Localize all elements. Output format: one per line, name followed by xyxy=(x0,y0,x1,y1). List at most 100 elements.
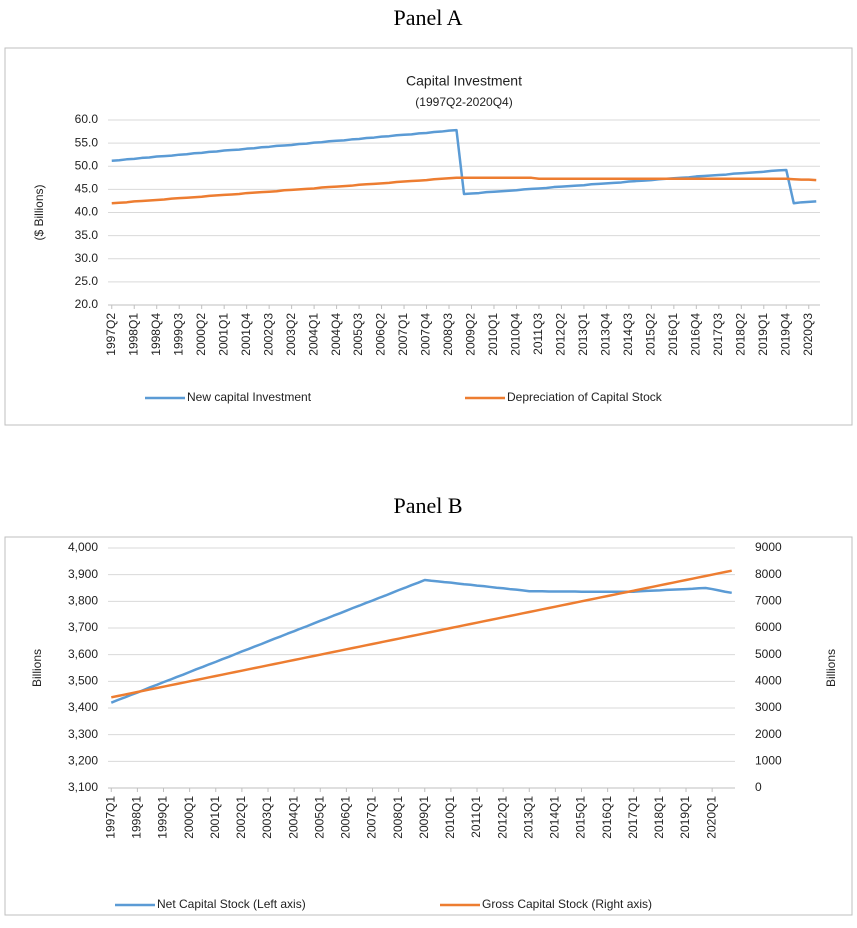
y-tick-label: 3,700 xyxy=(68,620,98,634)
x-tick-label: 2016Q1 xyxy=(600,796,614,839)
x-tick-label: 2019Q1 xyxy=(756,313,770,356)
x-tick-label: 2004Q4 xyxy=(329,313,343,356)
x-tick-label: 2009Q2 xyxy=(464,313,478,356)
y-tick-label: 25.0 xyxy=(75,274,99,288)
y-tick-label: 3,900 xyxy=(68,567,98,581)
y2-axis-label: Billions xyxy=(824,649,838,687)
y-tick-label: 3,300 xyxy=(68,727,98,741)
x-tick-label: 2012Q2 xyxy=(554,313,568,356)
y-tick-label: 20.0 xyxy=(75,297,99,311)
x-tick-label: 2014Q1 xyxy=(548,796,562,839)
y-tick-label: 30.0 xyxy=(75,251,99,265)
y-tick-label: 3,500 xyxy=(68,674,98,688)
x-tick-label: 2005Q3 xyxy=(351,313,365,356)
y-tick-label: 45.0 xyxy=(75,182,99,196)
y2-tick-label: 2000 xyxy=(755,727,782,741)
x-tick-label: 1999Q1 xyxy=(156,796,170,839)
x-tick-label: 2020Q1 xyxy=(704,796,718,839)
x-tick-label: 2012Q1 xyxy=(495,796,509,839)
x-tick-label: 2016Q1 xyxy=(666,313,680,356)
x-tick-label: 1998Q1 xyxy=(130,796,144,839)
x-tick-label: 2010Q1 xyxy=(443,796,457,839)
x-tick-label: 2010Q4 xyxy=(509,313,523,356)
x-tick-label: 2019Q4 xyxy=(778,313,792,356)
legend-label: Net Capital Stock (Left axis) xyxy=(157,897,306,911)
x-tick-label: 2002Q3 xyxy=(261,313,275,356)
legend-label: Depreciation of Capital Stock xyxy=(507,390,663,404)
panel-label: Panel A xyxy=(393,5,462,30)
x-tick-label: 1997Q1 xyxy=(103,796,117,839)
chart-frame xyxy=(4,536,853,916)
x-tick-label: 2008Q1 xyxy=(391,796,405,839)
series-line xyxy=(111,569,732,699)
x-tick-label: 2008Q3 xyxy=(441,313,455,356)
y-axis-label: Billions xyxy=(30,649,44,687)
chart-frame xyxy=(4,47,853,426)
y-tick-label: 3,100 xyxy=(68,780,98,794)
x-tick-label: 2006Q1 xyxy=(339,796,353,839)
x-tick-label: 2018Q2 xyxy=(733,313,747,356)
y-tick-label: 60.0 xyxy=(75,112,99,126)
y2-tick-label: 5000 xyxy=(755,647,782,661)
x-tick-label: 2009Q1 xyxy=(417,796,431,839)
x-tick-label: 1998Q1 xyxy=(126,313,140,356)
y-tick-label: 4,000 xyxy=(68,540,98,554)
x-tick-label: 2003Q2 xyxy=(284,313,298,356)
x-tick-label: 2020Q3 xyxy=(801,313,815,356)
y-tick-label: 55.0 xyxy=(75,135,99,149)
x-tick-label: 2013Q1 xyxy=(576,313,590,356)
x-tick-label: 2010Q1 xyxy=(486,313,500,356)
x-tick-label: 2017Q3 xyxy=(711,313,725,356)
x-tick-label: 2011Q3 xyxy=(531,313,545,355)
x-tick-label: 2019Q1 xyxy=(678,796,692,839)
y2-tick-label: 9000 xyxy=(755,540,782,554)
x-tick-label: 2004Q1 xyxy=(306,313,320,356)
x-tick-label: 2018Q1 xyxy=(652,796,666,839)
x-tick-label: 2007Q1 xyxy=(365,796,379,839)
legend-label: New capital Investment xyxy=(187,390,312,404)
x-tick-label: 2001Q1 xyxy=(216,313,230,356)
x-tick-label: 2007Q4 xyxy=(419,313,433,356)
y-axis-label: ($ Billions) xyxy=(32,184,46,240)
x-tick-label: 1999Q3 xyxy=(171,313,185,356)
x-tick-label: 2000Q1 xyxy=(182,796,196,839)
y-tick-label: 40.0 xyxy=(75,205,99,219)
x-tick-label: 2017Q1 xyxy=(626,796,640,839)
y2-tick-label: 6000 xyxy=(755,620,782,634)
x-tick-label: 2006Q2 xyxy=(374,313,388,356)
y2-tick-label: 8000 xyxy=(755,567,782,581)
x-tick-label: 2001Q1 xyxy=(208,796,222,839)
x-tick-label: 2013Q1 xyxy=(521,796,535,839)
y2-tick-label: 7000 xyxy=(755,594,782,608)
x-tick-label: 2007Q1 xyxy=(396,313,410,356)
x-tick-label: 2011Q1 xyxy=(469,796,483,838)
y-tick-label: 3,600 xyxy=(68,647,98,661)
y-tick-label: 35.0 xyxy=(75,228,99,242)
y2-tick-label: 0 xyxy=(755,780,762,794)
y2-tick-label: 4000 xyxy=(755,674,782,688)
y-tick-label: 3,200 xyxy=(68,754,98,768)
x-tick-label: 1997Q2 xyxy=(104,313,118,356)
x-tick-label: 2015Q1 xyxy=(574,796,588,839)
legend-label: Gross Capital Stock (Right axis) xyxy=(482,897,652,911)
x-tick-label: 2014Q3 xyxy=(621,313,635,356)
chart-title: Capital Investment xyxy=(406,73,522,89)
series-line xyxy=(111,176,817,205)
x-tick-label: 2001Q4 xyxy=(239,313,253,356)
x-tick-label: 2003Q1 xyxy=(260,796,274,839)
y-tick-label: 50.0 xyxy=(75,158,99,172)
x-tick-label: 2004Q1 xyxy=(286,796,300,839)
x-tick-label: 2002Q1 xyxy=(234,796,248,839)
series-line xyxy=(110,578,732,704)
x-tick-label: 1998Q4 xyxy=(149,313,163,356)
y-tick-label: 3,800 xyxy=(68,594,98,608)
x-tick-label: 2005Q1 xyxy=(312,796,326,839)
series-line xyxy=(111,128,817,205)
y2-tick-label: 3000 xyxy=(755,700,782,714)
x-tick-label: 2016Q4 xyxy=(689,313,703,356)
x-tick-label: 2013Q4 xyxy=(599,313,613,356)
y2-tick-label: 1000 xyxy=(755,754,782,768)
chart-subtitle: (1997Q2-2020Q4) xyxy=(415,95,512,109)
x-tick-label: 2015Q2 xyxy=(644,313,658,356)
